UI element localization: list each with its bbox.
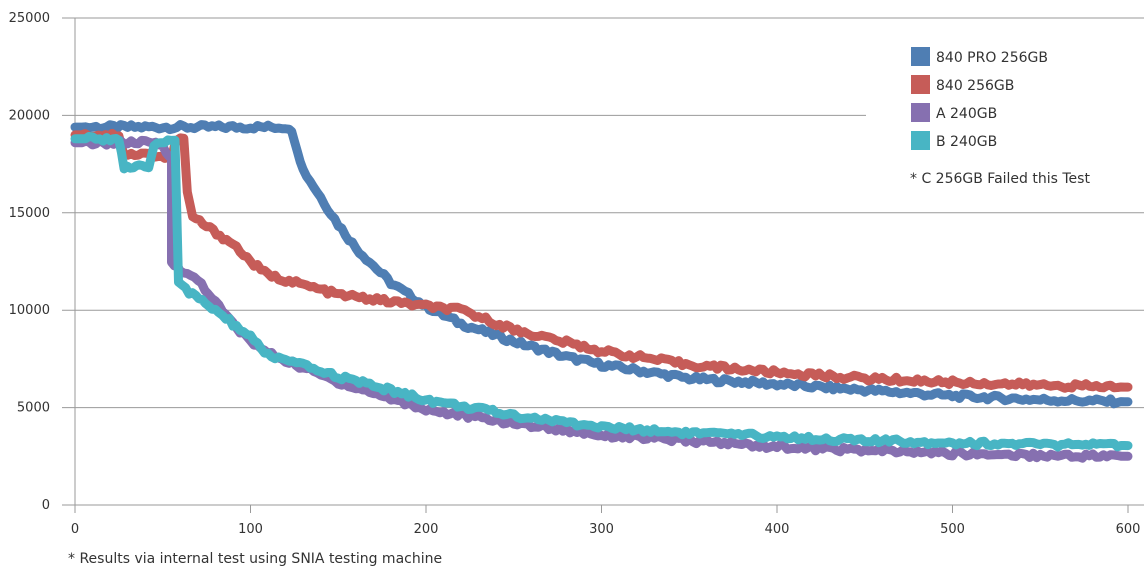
legend-swatch bbox=[911, 47, 930, 66]
series-line-0 bbox=[70, 120, 1133, 409]
series-line-2 bbox=[70, 135, 1133, 463]
legend-swatch bbox=[911, 131, 930, 150]
legend[interactable]: 840 PRO 256GB 840 256GB A 240GB B 240GB bbox=[911, 47, 1048, 150]
gridlines bbox=[62, 17, 1144, 409]
axes bbox=[62, 18, 1144, 506]
x-tick-label: 400 bbox=[765, 522, 790, 537]
y-tick-label: 20000 bbox=[9, 108, 50, 123]
legend-swatch bbox=[911, 103, 930, 122]
x-tick-label: 100 bbox=[238, 522, 263, 537]
x-tick-label: 300 bbox=[589, 522, 614, 537]
series-line-3 bbox=[70, 132, 1133, 452]
series-lines bbox=[70, 120, 1133, 463]
footnote: * Results via internal test using SNIA t… bbox=[68, 551, 443, 567]
series-line-1 bbox=[70, 128, 1133, 393]
legend-label: A 240GB bbox=[936, 106, 997, 122]
legend-label: 840 256GB bbox=[936, 78, 1014, 94]
x-tick-label: 200 bbox=[414, 522, 439, 537]
y-tick-label: 0 bbox=[42, 498, 50, 513]
legend-swatch bbox=[911, 75, 930, 94]
x-tick-label: 500 bbox=[940, 522, 965, 537]
legend-label: 840 PRO 256GB bbox=[936, 50, 1048, 66]
x-axis-ticks: 0 100 200 300 400 500 600 bbox=[71, 505, 1141, 537]
y-tick-label: 10000 bbox=[9, 303, 50, 318]
legend-label: B 240GB bbox=[936, 134, 997, 150]
x-tick-label: 600 bbox=[1116, 522, 1141, 537]
x-tick-label: 0 bbox=[71, 522, 79, 537]
y-tick-label: 15000 bbox=[9, 206, 50, 221]
y-tick-label: 25000 bbox=[9, 11, 50, 26]
failed-test-note: * C 256GB Failed this Test bbox=[910, 171, 1090, 187]
y-tick-label: 5000 bbox=[17, 401, 50, 416]
y-axis-ticks: 0 5000 10000 15000 20000 25000 bbox=[9, 11, 50, 513]
